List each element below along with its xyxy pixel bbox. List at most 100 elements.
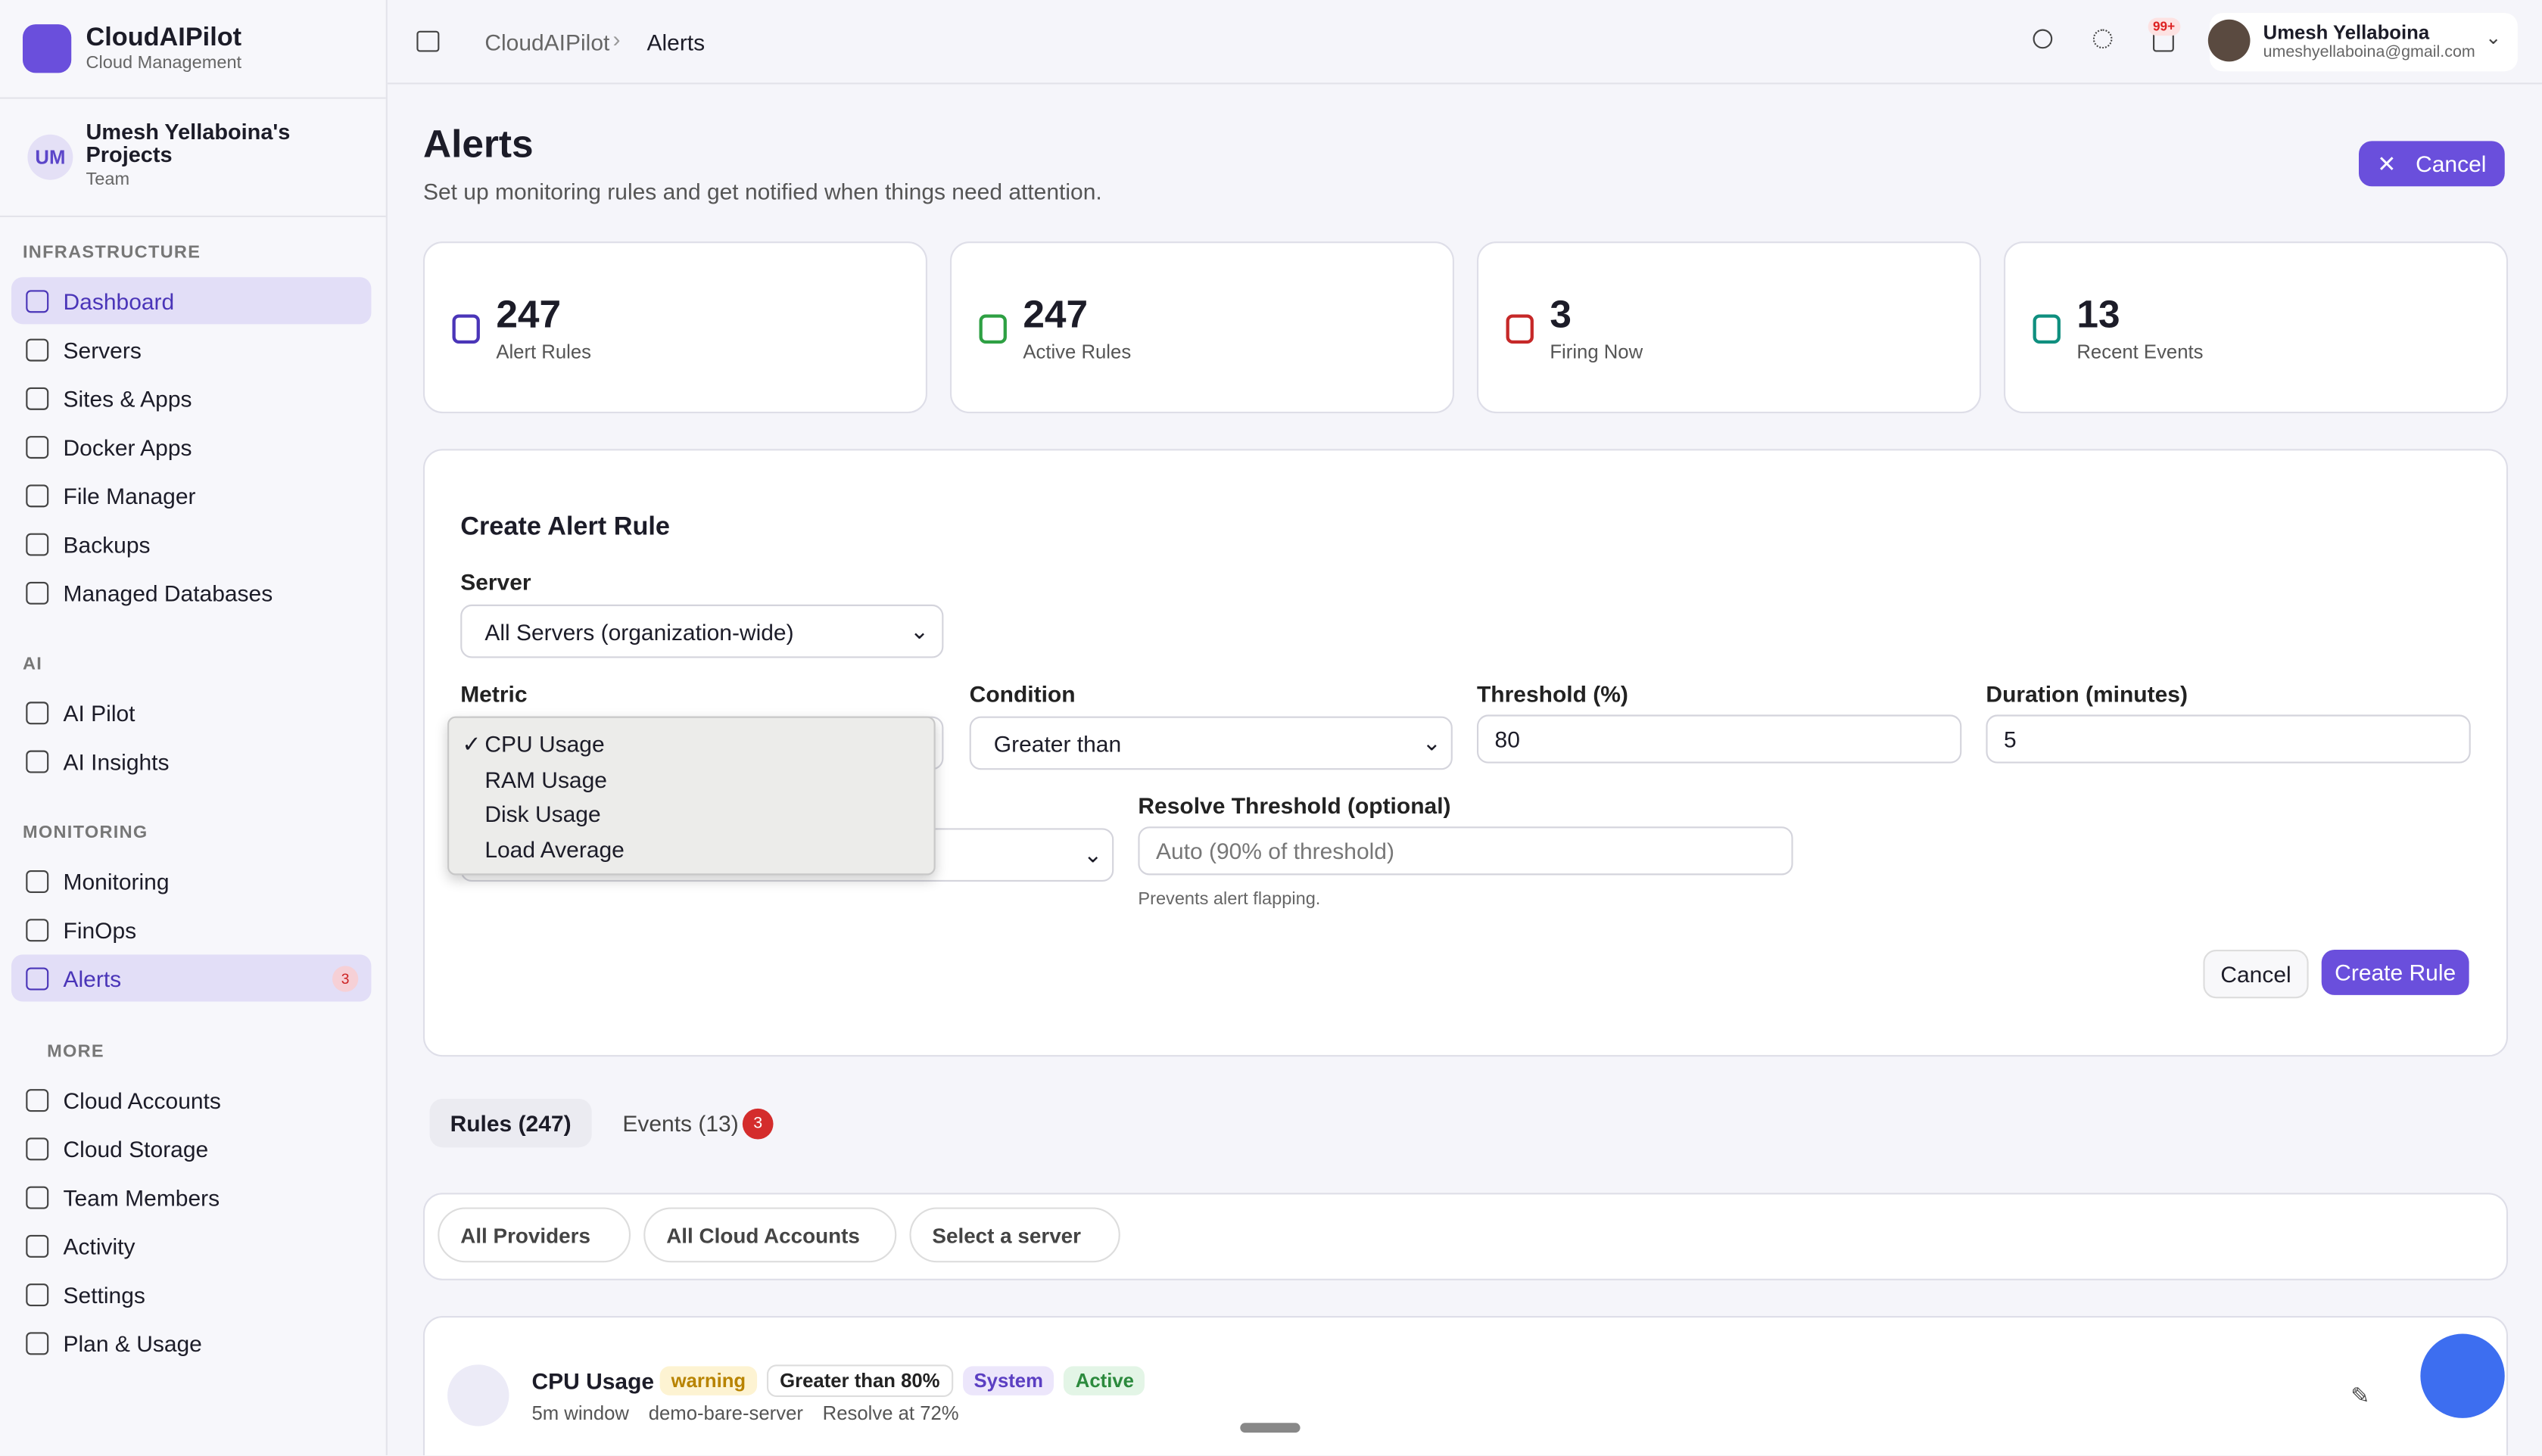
tags: warning Greater than 80% System Active — [659, 1364, 1155, 1398]
tab[interactable]: Events (13) — [622, 1109, 739, 1137]
stat-card: 247 Active Rules — [949, 241, 1454, 414]
stat-value: 3 — [1550, 293, 1572, 338]
metric-option[interactable]: Load Average — [462, 835, 625, 862]
nav-label: Managed Databases — [63, 579, 273, 605]
nav-item[interactable]: Monitoring — [11, 857, 371, 904]
breadcrumb: Alerts — [646, 29, 706, 55]
nav-icon — [26, 289, 49, 313]
theme-icon[interactable] — [2092, 29, 2113, 49]
form-cancel[interactable]: Cancel — [2203, 949, 2309, 999]
project-name[interactable]: Umesh Yellaboina's Projects — [86, 120, 291, 167]
meta: 5m window demo-bare-server Resolve at 72% — [531, 1402, 978, 1424]
nav-label: Alerts — [63, 965, 122, 991]
edit[interactable]: ✎ — [2350, 1382, 2370, 1409]
filter[interactable]: All Cloud Accounts — [643, 1207, 897, 1263]
form-card: Create Alert Rule Server All Servers (or… — [422, 449, 2509, 1057]
nav-icon — [26, 1137, 49, 1160]
divider — [0, 215, 386, 217]
nav-icon — [26, 918, 49, 941]
nav-item[interactable]: Alerts 3 — [11, 954, 372, 1002]
option-label: Load Average — [484, 835, 625, 862]
tab-badge: 3 — [742, 1108, 774, 1140]
section-title: AI — [22, 655, 43, 674]
filter[interactable]: All Providers — [438, 1207, 631, 1263]
meta-item: 5m window — [531, 1402, 629, 1425]
metric-dropdown: ✓ CPU Usage RAM Usage Disk Usage Load Averag… — [447, 716, 936, 876]
nav-item[interactable]: Backups — [11, 520, 371, 567]
page-title: Alerts — [422, 123, 534, 167]
nav-item[interactable]: Cloud Accounts — [11, 1076, 371, 1123]
sidebar-toggle[interactable] — [416, 30, 440, 52]
nav-item[interactable]: AI Pilot — [11, 689, 371, 736]
duration-input[interactable]: 5 — [1986, 714, 2471, 764]
nav-icon — [26, 435, 49, 458]
nav-label: AI Insights — [63, 748, 170, 774]
assistant-button[interactable] — [2420, 1333, 2505, 1418]
metric-option[interactable]: Disk Usage — [462, 801, 600, 826]
meta-item: Resolve at 72% — [822, 1402, 959, 1425]
cancel-button[interactable]: ✕ Cancel — [2358, 141, 2505, 187]
meta-item: demo-bare-server — [648, 1402, 803, 1425]
nav-icon — [26, 1088, 49, 1112]
label: Resolve Threshold (optional) — [1138, 792, 1451, 819]
nav-item[interactable]: Sites & Apps — [11, 375, 371, 422]
filter[interactable]: Select a server — [909, 1207, 1120, 1263]
tag: System — [962, 1366, 1054, 1395]
nav-item[interactable]: FinOps — [11, 906, 371, 953]
rule-card: CPU Usage warning Greater than 80% System A… — [422, 1315, 2509, 1456]
rule-name: CPU Usage — [531, 1367, 655, 1394]
nav-item[interactable]: Cloud Storage — [11, 1125, 371, 1171]
help: Prevents alert flapping. — [1138, 889, 1321, 910]
check: ✓ — [462, 730, 481, 758]
nav-label: Sites & Apps — [63, 384, 192, 411]
brand-name: CloudAIPilot — [86, 24, 242, 52]
breadcrumb[interactable]: CloudAIPilot — [484, 29, 610, 55]
stat-card: 3 Firing Now — [1476, 241, 1982, 414]
nav-item[interactable]: Settings — [11, 1271, 371, 1318]
section-title: MONITORING — [22, 823, 148, 843]
create-rule[interactable]: Create Rule — [2321, 949, 2469, 995]
tab[interactable]: Rules (247) — [429, 1098, 592, 1148]
label: Condition — [969, 680, 1076, 707]
nav-item[interactable]: File Manager — [11, 471, 371, 518]
user-menu[interactable] — [2209, 13, 2518, 72]
nav-icon — [26, 869, 49, 892]
nav-item[interactable]: Docker Apps — [11, 423, 371, 470]
project-role: Team — [86, 170, 130, 190]
brand-sub: Cloud Management — [86, 53, 242, 73]
rule-icon — [447, 1364, 509, 1426]
nav-item[interactable]: Team Members — [11, 1174, 371, 1221]
stat-card: 13 Recent Events — [2003, 241, 2509, 414]
user-email: umeshyellaboina@gmail.com — [2263, 43, 2475, 62]
search-icon[interactable] — [2033, 29, 2053, 49]
filter-card: All Providers All Cloud Accounts Select a … — [422, 1193, 2509, 1280]
nav-item[interactable]: Servers — [11, 325, 371, 372]
section-title: INFRASTRUCTURE — [22, 243, 201, 263]
server-select[interactable]: All Servers (organization-wide) ⌄ — [460, 604, 944, 658]
metric-option[interactable]: ✓ CPU Usage — [462, 731, 604, 757]
nav-label: Settings — [63, 1280, 145, 1308]
nav-badge: 3 — [332, 966, 359, 992]
form-title: Create Alert Rule — [460, 513, 670, 542]
nav-item[interactable]: Dashboard — [11, 277, 372, 325]
stat-label: Active Rules — [1023, 340, 1132, 363]
stat-label: Alert Rules — [496, 340, 592, 363]
filter-label: All Providers — [460, 1222, 590, 1247]
metric-option[interactable]: RAM Usage — [462, 766, 607, 792]
nav-item[interactable]: AI Insights — [11, 737, 371, 784]
user-name: Umesh Yellaboina — [2263, 20, 2430, 44]
nav-item[interactable]: Activity — [11, 1222, 371, 1269]
nav-label: Plan & Usage — [63, 1330, 202, 1356]
threshold-input[interactable]: 80 — [1476, 714, 1962, 764]
resolve-input[interactable]: Auto (90% of threshold) — [1138, 826, 1793, 876]
condition-select[interactable]: Greater than ⌄ — [969, 716, 1453, 770]
option-label: Disk Usage — [484, 800, 601, 827]
nav-icon — [26, 386, 49, 409]
section-title: MORE — [47, 1042, 104, 1062]
avatar — [2207, 19, 2251, 62]
nav-icon — [26, 1331, 49, 1355]
nav-label: Cloud Accounts — [63, 1086, 221, 1113]
nav-item[interactable]: Managed Databases — [11, 569, 371, 616]
nav-item[interactable]: Plan & Usage — [11, 1319, 371, 1366]
nav-label: Activity — [63, 1232, 136, 1258]
